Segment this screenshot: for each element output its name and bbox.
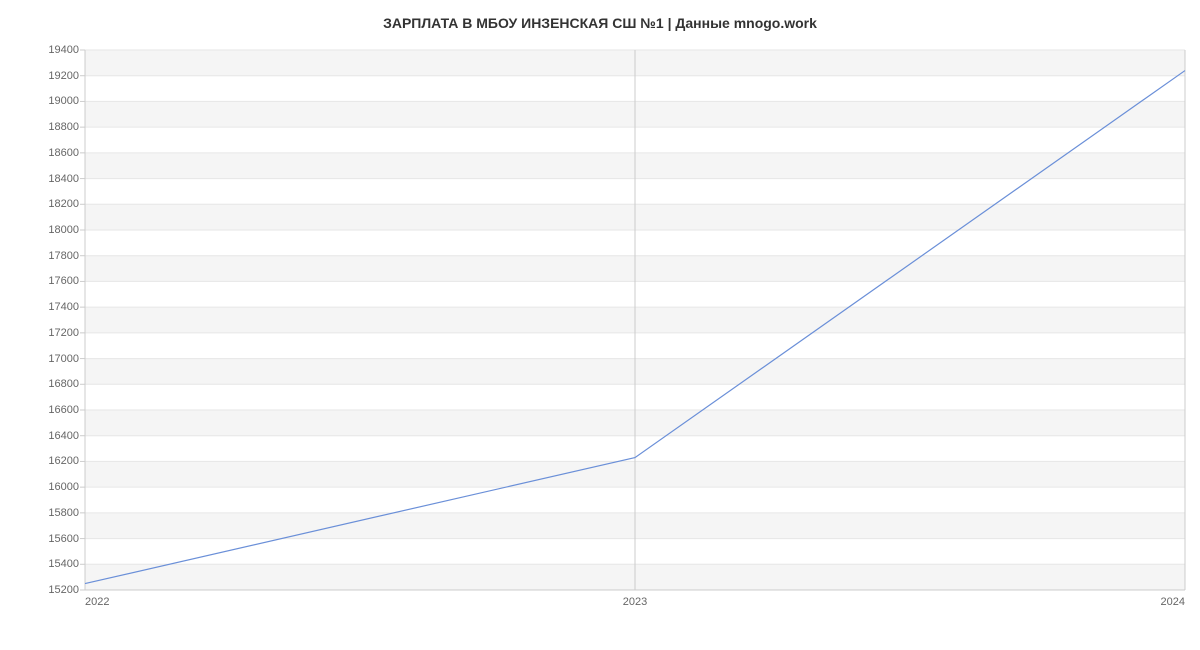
y-tick-label: 16600: [48, 404, 79, 416]
y-tick-label: 17600: [48, 275, 79, 287]
y-tick-label: 16800: [48, 378, 79, 390]
y-tick-label: 18800: [48, 121, 79, 133]
y-tick-label: 16200: [48, 455, 79, 467]
x-tick-label: 2024: [1161, 596, 1185, 608]
y-tick-label: 19000: [48, 95, 79, 107]
y-tick-label: 19400: [48, 44, 79, 56]
y-tick-label: 17400: [48, 301, 79, 313]
y-tick-label: 18000: [48, 224, 79, 236]
salary-line-chart: ЗАРПЛАТА В МБОУ ИНЗЕНСКАЯ СШ №1 | Данные…: [0, 0, 1200, 650]
y-tick-label: 19200: [48, 70, 79, 82]
y-tick-label: 16400: [48, 430, 79, 442]
plot-area: 1520015400156001580016000162001640016600…: [85, 50, 1185, 590]
y-tick-label: 17200: [48, 327, 79, 339]
y-tick-label: 15600: [48, 533, 79, 545]
y-tick-label: 18400: [48, 173, 79, 185]
y-tick-label: 17800: [48, 250, 79, 262]
y-tick-label: 18200: [48, 198, 79, 210]
y-tick-label: 15200: [48, 584, 79, 596]
chart-title: ЗАРПЛАТА В МБОУ ИНЗЕНСКАЯ СШ №1 | Данные…: [0, 0, 1200, 31]
x-tick-label: 2023: [623, 596, 647, 608]
x-tick-label: 2022: [85, 596, 109, 608]
y-tick-label: 17000: [48, 353, 79, 365]
y-tick-label: 15800: [48, 507, 79, 519]
y-tick-label: 16000: [48, 481, 79, 493]
chart-svg: [85, 50, 1185, 590]
y-tick-label: 15400: [48, 558, 79, 570]
y-tick-label: 18600: [48, 147, 79, 159]
